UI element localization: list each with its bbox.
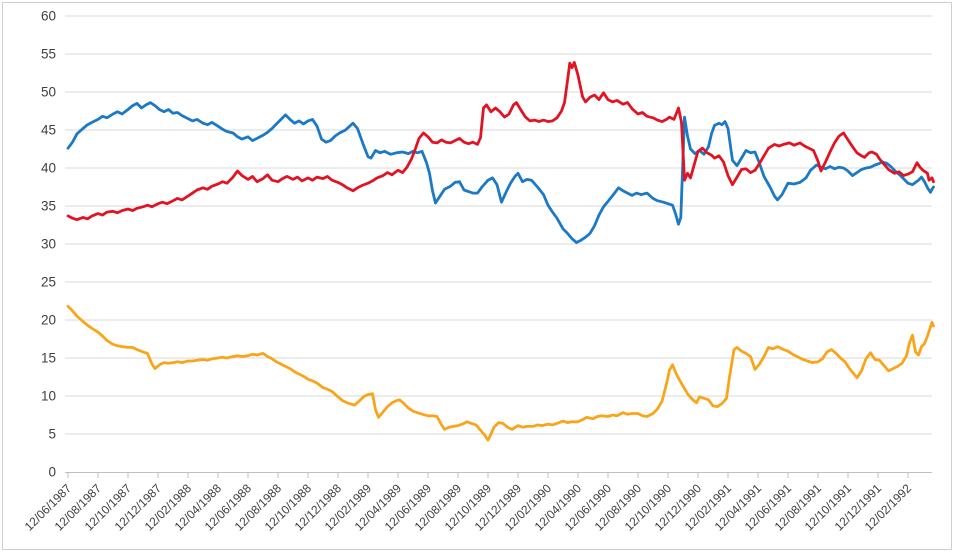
- y-tick-label: 0: [48, 465, 56, 480]
- gridlines: [65, 15, 932, 435]
- y-tick-label: 55: [41, 47, 56, 62]
- series-line-orange: [66, 304, 935, 442]
- y-tick-label: 15: [41, 351, 56, 366]
- x-axis: [65, 472, 932, 478]
- y-tick-label: 20: [41, 313, 56, 328]
- y-axis-labels: 0 5 10 15 20 25 30 35 40 45 50 55 60: [41, 9, 56, 480]
- y-tick-label: 10: [41, 389, 56, 404]
- x-axis-labels: 12/06/198712/08/198712/10/198712/12/1987…: [22, 481, 915, 534]
- y-tick-label: 5: [48, 427, 56, 442]
- y-tick-label: 25: [41, 275, 56, 290]
- y-tick-label: 35: [41, 199, 56, 214]
- y-tick-label: 45: [41, 123, 56, 138]
- y-tick-label: 50: [41, 85, 56, 100]
- y-tick-label: 30: [41, 237, 56, 252]
- y-tick-label: 40: [41, 161, 56, 176]
- y-tick-label: 60: [41, 9, 56, 24]
- series-line-blue: [66, 101, 935, 244]
- series-line-red: [66, 61, 935, 222]
